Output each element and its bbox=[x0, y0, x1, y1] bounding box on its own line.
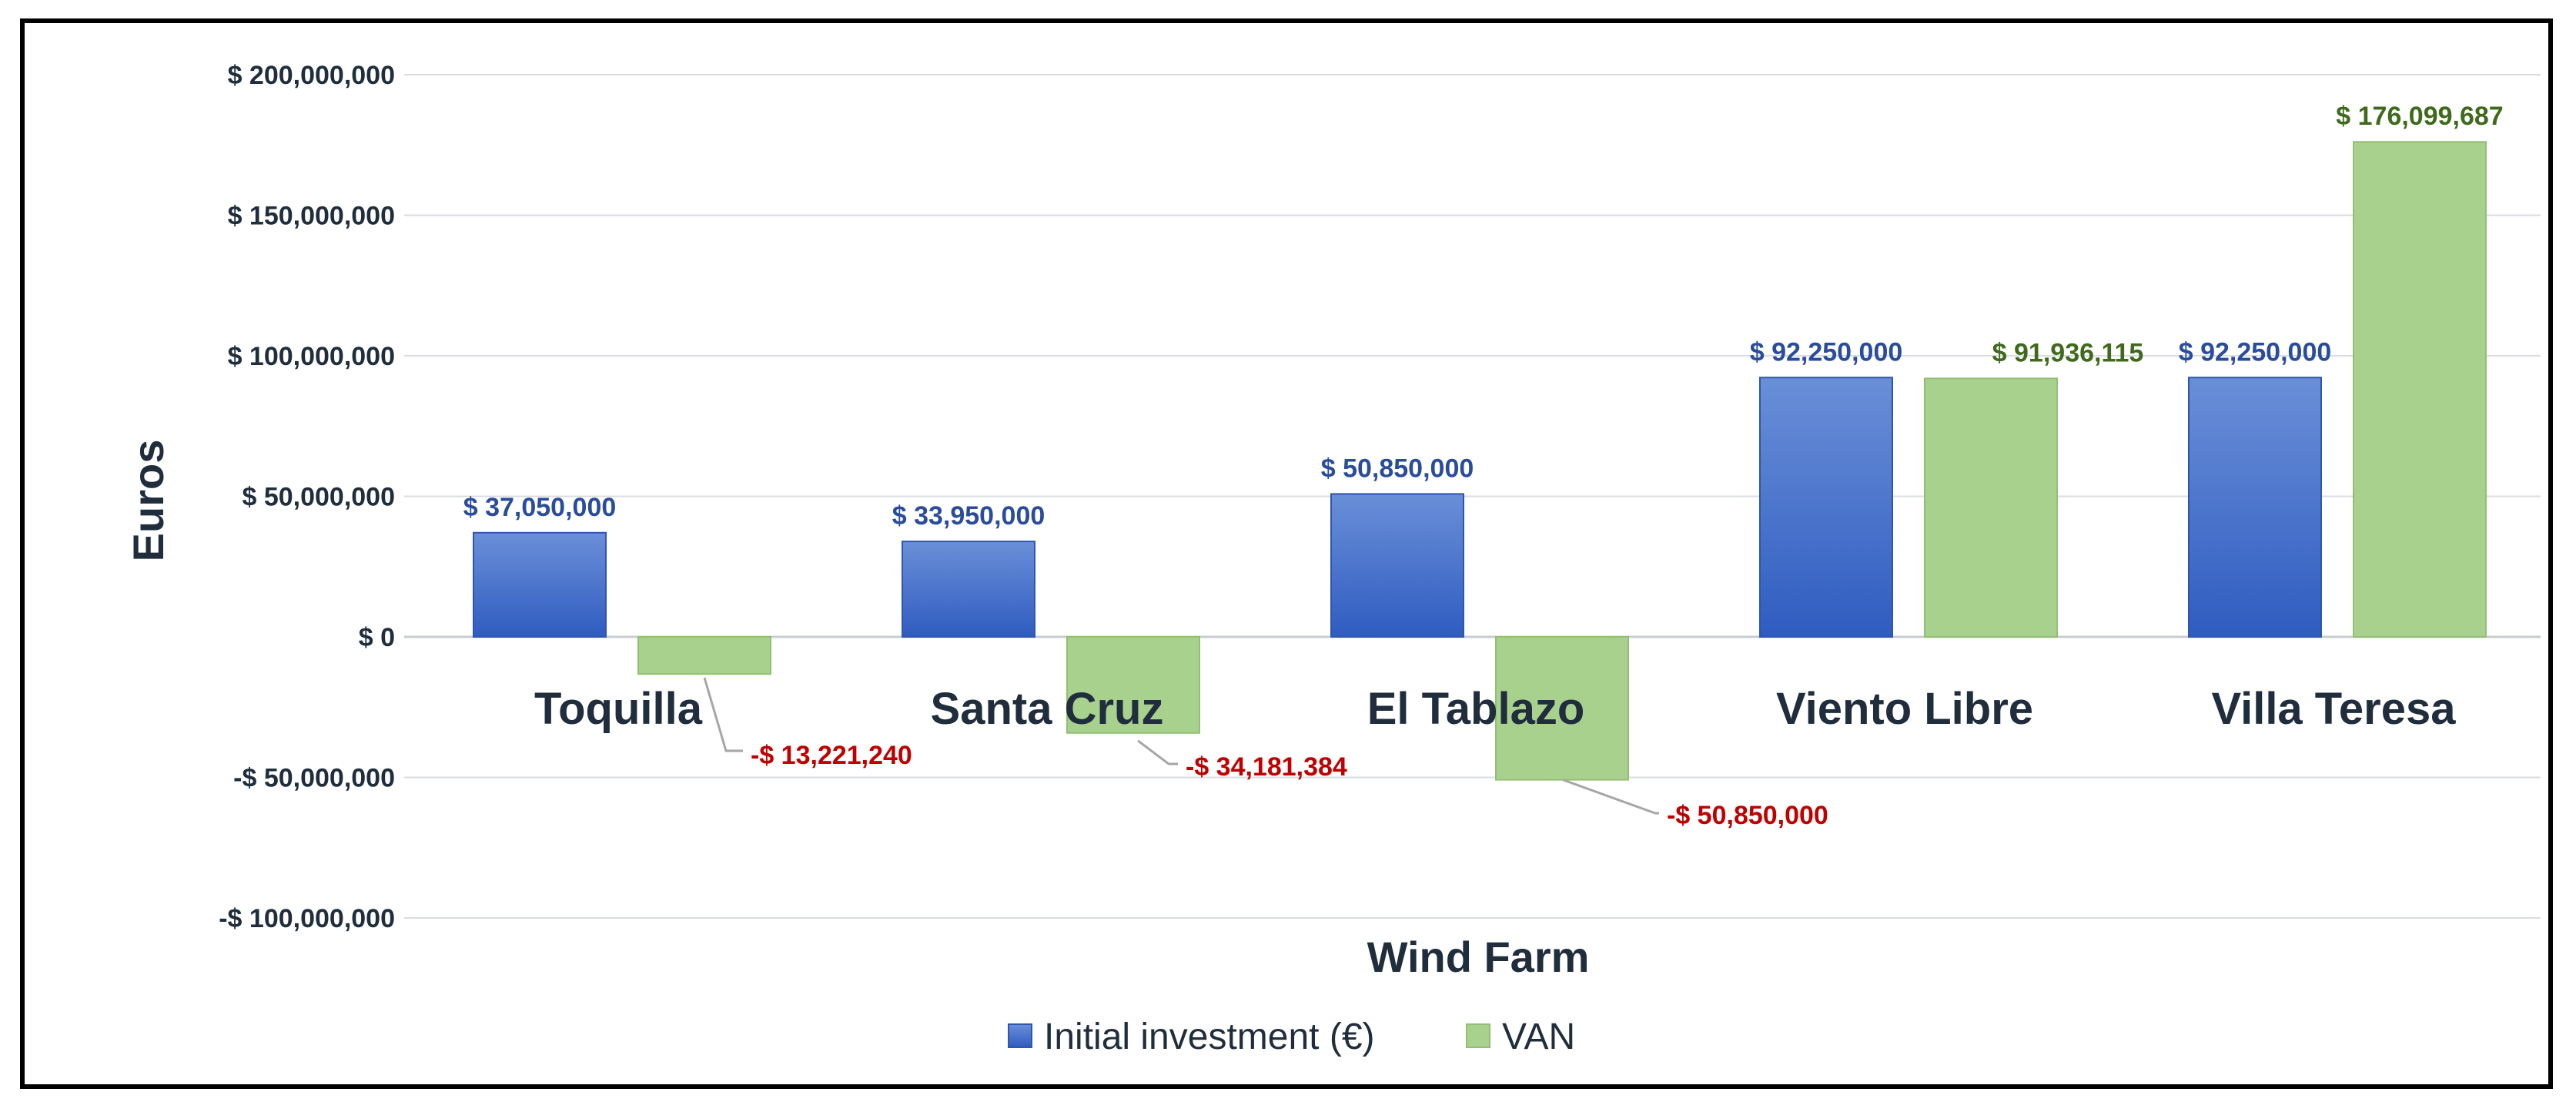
investment-data-label: $ 33,950,000 bbox=[892, 501, 1045, 531]
y-axis-title: Euros bbox=[124, 440, 172, 562]
investment-data-label: $ 92,250,000 bbox=[2179, 337, 2332, 367]
leader-line bbox=[703, 677, 743, 752]
van-bar bbox=[1066, 636, 1200, 734]
legend-label-investment: Initial investment (€) bbox=[1044, 1017, 1375, 1057]
y-tick-label: $ 200,000,000 bbox=[228, 61, 395, 90]
investment-bar bbox=[1330, 493, 1464, 638]
investment-bar bbox=[2188, 377, 2322, 638]
category-label: Santa Cruz bbox=[931, 684, 1164, 734]
van-data-label: $ 176,099,687 bbox=[2336, 102, 2503, 131]
y-tick-label: $ 50,000,000 bbox=[242, 483, 395, 512]
investment-data-label: $ 37,050,000 bbox=[463, 493, 617, 522]
legend-swatch-van bbox=[1466, 1023, 1490, 1048]
van-bar bbox=[1495, 636, 1629, 781]
van-data-label: -$ 50,850,000 bbox=[1667, 801, 1828, 830]
van-data-label: $ 91,936,115 bbox=[1992, 338, 2144, 367]
legend-swatch-investment bbox=[1008, 1023, 1032, 1048]
van-bar bbox=[1924, 377, 2058, 638]
y-tick-label: $ 150,000,000 bbox=[228, 202, 395, 231]
legend-label-van: VAN bbox=[1502, 1017, 1575, 1057]
van-data-label: -$ 13,221,240 bbox=[751, 741, 912, 770]
x-axis-title: Wind Farm bbox=[1367, 933, 1590, 981]
van-data-label: -$ 34,181,384 bbox=[1186, 752, 1347, 782]
leader-line bbox=[1137, 739, 1178, 765]
y-tick-label: $ 0 bbox=[359, 623, 395, 652]
van-bar bbox=[637, 636, 771, 675]
category-label: Villa Teresa bbox=[2211, 684, 2456, 734]
category-label: El Tablazo bbox=[1367, 684, 1585, 734]
van-bar bbox=[2353, 141, 2487, 638]
category-label: Toquilla bbox=[534, 684, 703, 734]
category-label: Viento Libre bbox=[1776, 684, 2033, 734]
investment-data-label: $ 50,850,000 bbox=[1321, 454, 1474, 483]
y-tick-label: -$ 100,000,000 bbox=[219, 904, 395, 933]
leader-line bbox=[1562, 779, 1659, 815]
investment-bar bbox=[1759, 377, 1893, 638]
investment-bar bbox=[902, 541, 1035, 638]
chart-frame bbox=[20, 18, 2553, 1089]
investment-data-label: $ 92,250,000 bbox=[1750, 337, 1903, 367]
investment-bar bbox=[473, 531, 607, 638]
y-tick-label: $ 100,000,000 bbox=[228, 342, 395, 371]
y-tick-label: -$ 50,000,000 bbox=[233, 764, 395, 793]
